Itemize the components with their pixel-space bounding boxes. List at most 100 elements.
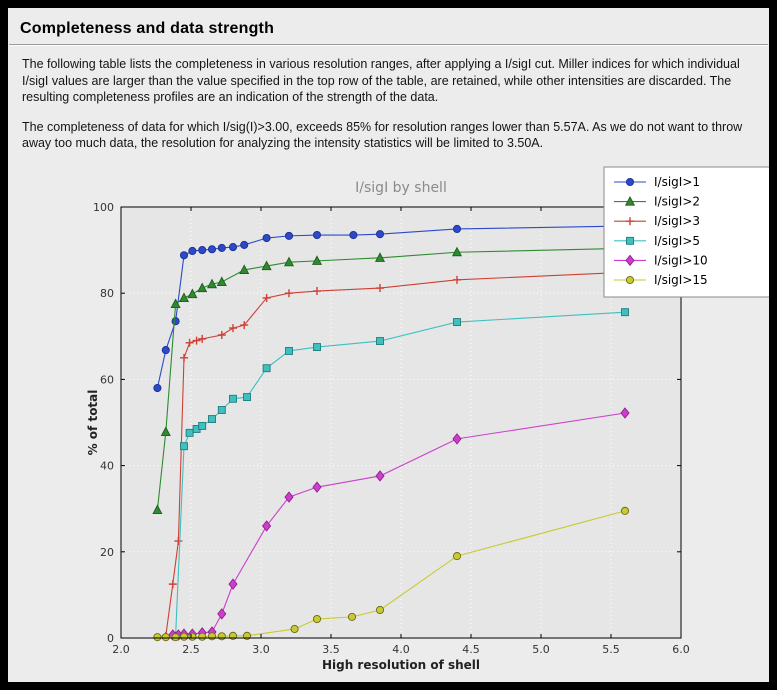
marker-circle (161, 345, 170, 354)
marker-triangle (170, 297, 181, 308)
marker-circle (625, 177, 635, 186)
marker-square (285, 346, 293, 355)
legend-label: I/sigI>3 (654, 214, 700, 228)
marker-triangle (283, 256, 295, 266)
legend-entry: I/sigI>10 (614, 253, 708, 267)
y-tick-label: 20 (100, 545, 114, 558)
marker-triangle (197, 281, 208, 292)
marker-circle (198, 245, 207, 254)
marker-circle (171, 632, 180, 641)
legend-entry: I/sigI>3 (614, 214, 700, 228)
marker-plus (180, 353, 188, 362)
marker-triangle (261, 259, 272, 270)
marker-circle (179, 250, 189, 259)
series-I/sigI>2 (152, 241, 682, 514)
legend-box (603, 166, 769, 297)
marker-diamond (217, 607, 227, 620)
x-tick-label: 5.0 (532, 643, 550, 656)
marker-circle (349, 230, 358, 239)
marker-circle (284, 231, 294, 240)
marker-circle (217, 631, 226, 640)
marker-circle (312, 614, 322, 623)
x-axis-label: High resolution of shell (322, 658, 480, 672)
marker-circle (161, 632, 170, 641)
marker-plus (262, 293, 271, 302)
title-divider (9, 44, 768, 46)
marker-triangle (311, 254, 323, 265)
marker-square (217, 405, 226, 414)
marker-circle (198, 632, 207, 641)
marker-square (180, 441, 188, 450)
marker-triangle (206, 278, 218, 288)
marker-triangle (187, 287, 198, 298)
x-tick-label: 2.5 (182, 643, 200, 656)
marker-square (198, 421, 207, 430)
page-title: Completeness and data strength (20, 20, 275, 37)
marker-circle (228, 242, 238, 251)
marker-square (376, 336, 384, 345)
marker-triangle (374, 251, 386, 262)
marker-square (229, 394, 237, 403)
marker-plus (192, 336, 201, 345)
marker-plus (626, 216, 634, 225)
marker-circle (188, 632, 197, 641)
marker-plus (313, 286, 321, 295)
marker-circle (452, 551, 462, 560)
marker-circle (153, 383, 162, 392)
marker-diamond (375, 469, 385, 482)
marker-square (208, 414, 216, 423)
legend-label: I/sigI>15 (654, 273, 708, 287)
y-axis-label: % of total (86, 389, 100, 455)
marker-plus (285, 288, 293, 297)
marker-diamond (452, 432, 462, 445)
marker-circle (452, 224, 462, 233)
marker-plus (229, 323, 237, 332)
marker-circle (153, 632, 162, 641)
marker-triangle (160, 425, 171, 436)
marker-circle (207, 244, 217, 253)
series-line (157, 509, 626, 638)
legend-label: I/sigI>10 (654, 253, 708, 267)
marker-circle (188, 246, 197, 255)
legend-label: I/sigI>1 (654, 175, 700, 189)
legend-entry: I/sigI>5 (614, 233, 700, 247)
legend-entry: I/sigI>2 (614, 194, 700, 208)
intro-paragraph: The following table lists the completene… (22, 57, 740, 104)
summary-paragraph: The completeness of data for which I/sig… (22, 119, 743, 151)
x-tick-label: 2.0 (112, 643, 130, 656)
marker-circle (375, 229, 385, 238)
marker-triangle (624, 195, 636, 206)
marker-triangle (216, 275, 227, 286)
marker-diamond (228, 577, 238, 590)
chart-title: I/sigI by shell (355, 180, 447, 196)
completeness-chart: 2.0 2.5 3.0 3.5 4.0 4.5 5.0 5.5 6.0 0 20 40 60 80 100 I… (8, 162, 769, 679)
marker-circle (179, 632, 189, 641)
marker-circle (290, 624, 299, 633)
x-tick-label: 4.5 (462, 643, 480, 656)
marker-triangle (451, 246, 463, 256)
marker-circle (347, 612, 357, 621)
marker-diamond (262, 519, 272, 532)
marker-square (621, 307, 629, 316)
marker-square (626, 236, 634, 245)
marker-circle (625, 275, 635, 284)
marker-circle (240, 240, 249, 249)
x-tick-label: 3.0 (252, 643, 270, 656)
chart-canvas: 2.0 2.5 3.0 3.5 4.0 4.5 5.0 5.5 6.0 0 20 40 60 80 100 I… (86, 166, 769, 672)
marker-triangle (152, 503, 163, 514)
marker-circle (207, 631, 217, 640)
marker-square (453, 317, 461, 326)
marker-square (313, 342, 321, 351)
series-I/sigI>1 (153, 220, 681, 392)
report-page: Completeness and data strength The follo… (8, 8, 769, 682)
marker-diamond (625, 254, 635, 266)
x-tick-label: 6.0 (672, 643, 690, 656)
marker-triangle (239, 263, 250, 274)
marker-square (262, 363, 271, 372)
marker-square (243, 392, 251, 401)
marker-triangle (178, 291, 190, 302)
marker-plus (240, 320, 249, 329)
marker-plus (217, 330, 226, 339)
marker-circle (312, 230, 322, 239)
